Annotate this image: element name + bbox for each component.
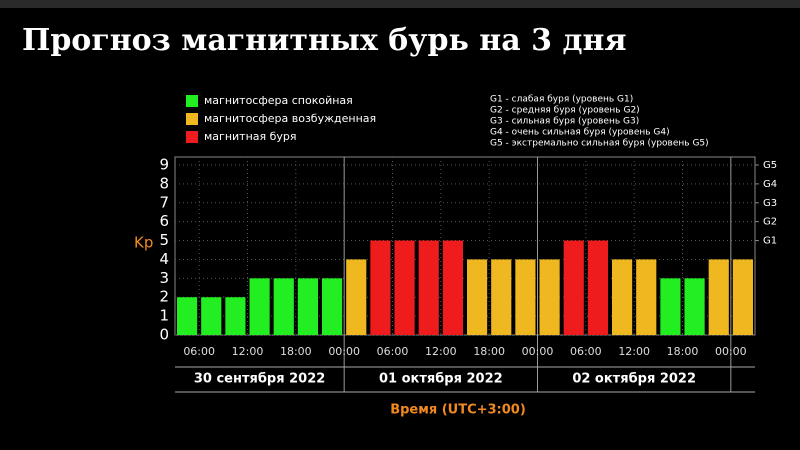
y-tick-label: 5 <box>159 231 169 249</box>
plot-frame <box>174 156 756 336</box>
day-label: 30 сентября 2022 <box>194 372 325 387</box>
y2-tick-label: G4 <box>763 179 777 190</box>
y-axis-label: Kp <box>134 234 153 252</box>
top-strip <box>0 0 800 8</box>
bar <box>370 240 391 335</box>
bar <box>612 259 633 335</box>
bar <box>467 259 488 335</box>
x-tick-label: 00:00 <box>715 345 747 358</box>
x-tick-label: 18:00 <box>280 345 312 358</box>
y-tick-label: 3 <box>159 269 169 287</box>
x-tick-label: 18:00 <box>667 345 699 358</box>
x-axis-label: Время (UTC+3:00) <box>390 403 526 418</box>
bar <box>563 240 584 335</box>
bar <box>201 297 222 335</box>
bar <box>515 259 536 335</box>
y-tick-label: 2 <box>159 288 169 306</box>
bar <box>249 278 270 335</box>
legend-label: магнитная буря <box>204 130 297 143</box>
x-tick-label: 18:00 <box>473 345 505 358</box>
bar <box>636 259 657 335</box>
bar <box>418 240 439 335</box>
x-tick-label: 00:00 <box>328 345 360 358</box>
y-tick-label: 0 <box>159 326 169 344</box>
y2-tick-label: G5 <box>763 160 777 171</box>
bar <box>394 240 415 335</box>
bar <box>587 240 608 335</box>
bar <box>177 297 198 335</box>
storm-scale-note: G2 - средняя буря (уровень G2) <box>490 106 640 116</box>
bar <box>225 297 246 335</box>
y-tick-label: 1 <box>159 307 169 325</box>
y2-tick-label: G1 <box>763 236 777 247</box>
x-tick-label: 12:00 <box>232 345 264 358</box>
y-tick-label: 6 <box>159 212 169 230</box>
y-tick-label: 9 <box>159 156 169 174</box>
day-label: 02 октября 2022 <box>572 372 696 387</box>
x-tick-label: 06:00 <box>570 345 602 358</box>
legend-swatch <box>186 113 198 125</box>
bar <box>273 278 294 335</box>
storm-scale-note: G5 - экстремально сильная буря (уровень … <box>490 139 709 149</box>
bar <box>442 240 463 335</box>
bar <box>708 259 729 335</box>
storm-scale-note: G3 - сильная буря (уровень G3) <box>490 117 639 127</box>
legend-swatch <box>186 95 198 107</box>
x-tick-label: 06:00 <box>377 345 409 358</box>
x-tick-label: 06:00 <box>183 345 215 358</box>
bar <box>684 278 705 335</box>
day-label: 01 октября 2022 <box>379 372 503 387</box>
legend-label: магнитосфера спокойная <box>204 94 353 107</box>
x-tick-label: 12:00 <box>425 345 457 358</box>
bar <box>539 259 560 335</box>
bar <box>491 259 512 335</box>
bar <box>346 259 367 335</box>
storm-scale-note: G4 - очень сильная буря (уровень G4) <box>490 128 670 138</box>
y-tick-label: 7 <box>159 193 169 211</box>
y2-tick-label: G3 <box>763 198 777 209</box>
bar <box>322 278 343 335</box>
y-tick-label: 4 <box>159 250 169 268</box>
x-tick-label: 12:00 <box>618 345 650 358</box>
x-tick-label: 00:00 <box>522 345 554 358</box>
y2-tick-label: G2 <box>763 217 777 228</box>
bar <box>660 278 681 335</box>
legend-label: магнитосфера возбужденная <box>204 112 376 125</box>
chart-title: Прогноз магнитных бурь на 3 дня <box>22 23 627 58</box>
legend-swatch <box>186 131 198 143</box>
bar <box>297 278 318 335</box>
bar <box>732 259 753 335</box>
storm-scale-note: G1 - слабая буря (уровень G1) <box>490 95 633 105</box>
y-tick-label: 8 <box>159 174 169 192</box>
